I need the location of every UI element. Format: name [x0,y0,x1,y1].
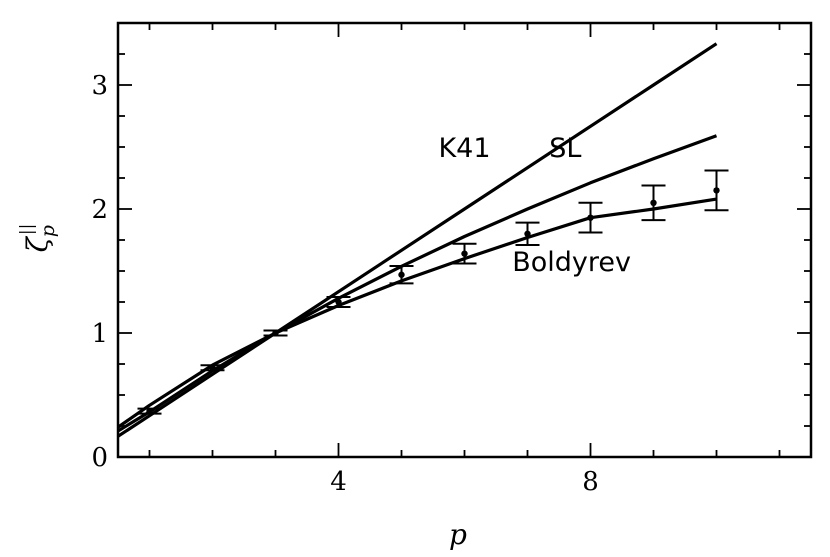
curves-layer [118,42,718,438]
tick-labels-layer: 4 8 0 1 2 3 [91,71,598,497]
data-point [587,214,594,221]
series-line-k41 [118,42,718,438]
y-axis-label-sub: p [37,225,59,237]
data-point [650,199,657,206]
curve-label-boldyrev: Boldyrev [512,247,631,278]
y-tick-label: 0 [91,443,108,473]
series-line-boldyrev [118,197,717,429]
y-tick-label: 3 [91,71,108,101]
y-tick-label: 2 [91,195,108,225]
curve-label-sl: SL [549,133,581,164]
series-line-sl [118,134,718,433]
data-point [209,364,216,371]
data-point [146,407,153,415]
y-tick-label: 1 [91,319,108,349]
data-point [335,298,342,306]
x-axis-label: p [449,518,467,551]
plot-frame [116,21,813,459]
y-axis-label-main: ζ [21,235,54,252]
x-tick-label: 8 [582,467,599,497]
y-axis-label: ζp|| [17,224,59,253]
data-point [398,271,405,278]
x-tick-label: 4 [330,467,347,497]
curve-label-k41: K41 [438,133,490,164]
ticks-layer [118,23,811,458]
data-point [272,329,279,337]
curve-labels-layer: K41 SL Boldyrev [438,133,631,278]
y-axis-label-sup: || [17,224,37,235]
data-points-layer [137,169,729,415]
data-point [713,187,720,194]
data-point [524,230,531,237]
data-point [461,250,468,257]
